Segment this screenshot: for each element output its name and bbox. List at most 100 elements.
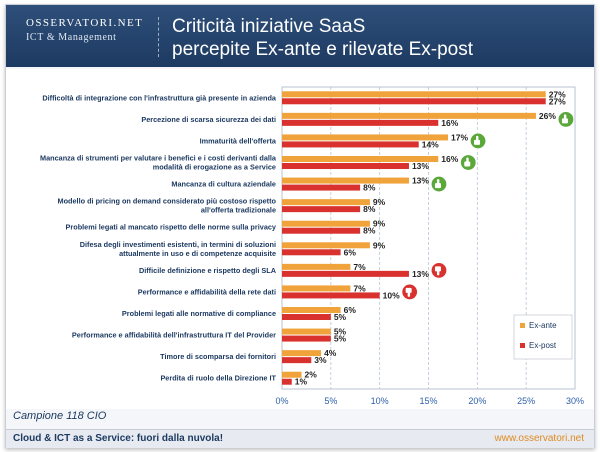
data-label-ex-post: 8% bbox=[363, 204, 376, 214]
data-label-ex-post: 5% bbox=[334, 334, 347, 344]
bar-ex-post bbox=[282, 98, 546, 105]
bar-ex-post bbox=[282, 163, 409, 169]
bar-ex-ante bbox=[282, 156, 439, 162]
bar-ex-ante bbox=[282, 242, 370, 249]
thumb-down-icon bbox=[436, 270, 440, 276]
bar-ex-post bbox=[282, 270, 409, 277]
footer-url[interactable]: www.osservatori.net bbox=[494, 433, 584, 444]
data-label-ex-ante: 9% bbox=[373, 197, 386, 207]
bar-ex-post bbox=[282, 292, 380, 299]
bar-ex-ante bbox=[282, 307, 341, 313]
data-label-ex-post: 13% bbox=[412, 269, 429, 279]
category-label: Percezione di scarsa sicurezza dei dati bbox=[141, 115, 276, 124]
bar-ex-post bbox=[282, 206, 361, 213]
thumb-up-icon bbox=[474, 139, 481, 145]
thumb-up-icon bbox=[436, 179, 440, 185]
bar-ex-post bbox=[282, 141, 419, 148]
category-label: all'offerta tradizionale bbox=[201, 206, 276, 215]
data-label-ex-post: 10% bbox=[383, 290, 400, 300]
data-label-ex-ante: 26% bbox=[539, 111, 556, 121]
data-label-ex-post: 14% bbox=[422, 139, 439, 149]
thumb-up-icon bbox=[563, 114, 567, 120]
thumb-up-icon bbox=[476, 135, 479, 141]
bar-ex-ante bbox=[282, 91, 546, 98]
thumb-up-icon bbox=[561, 118, 568, 124]
category-label: Mancanza di strumenti per valutare i ben… bbox=[40, 154, 277, 163]
bar-ex-post bbox=[282, 335, 331, 342]
slide-title-line2: percepite Ex-ante e rilevate Ex-post bbox=[172, 39, 473, 60]
data-label-ex-ante: 4% bbox=[324, 348, 337, 358]
category-label: Performance e affidabilità dell'infrastr… bbox=[72, 331, 276, 340]
bar-ex-ante bbox=[282, 112, 536, 119]
data-label-ex-post: 5% bbox=[334, 312, 347, 322]
data-label-ex-ante: 9% bbox=[373, 219, 386, 229]
category-label: Mancanza di cultura aziendale bbox=[171, 180, 276, 189]
x-tick-label: 30% bbox=[566, 396, 584, 406]
footer-title: Cloud & ICT as a Service: fuori dalla nu… bbox=[13, 433, 224, 444]
bar-ex-ante bbox=[282, 199, 370, 206]
category-label: Performance e affidabilità della rete da… bbox=[138, 287, 276, 296]
x-tick-label: 10% bbox=[371, 396, 389, 406]
legend-label: Ex-post bbox=[529, 341, 557, 350]
bar-ex-post bbox=[282, 249, 341, 256]
x-tick-label: 20% bbox=[468, 396, 486, 406]
category-label: Modello di pricing on demand considerato… bbox=[57, 197, 276, 206]
data-label-ex-ante: 9% bbox=[373, 240, 386, 250]
data-label-ex-ante: 27% bbox=[549, 89, 566, 99]
data-label-ex-ante: 16% bbox=[441, 154, 458, 164]
data-label-ex-ante: 7% bbox=[353, 262, 366, 272]
category-label: Immaturità dell'offerta bbox=[200, 136, 277, 145]
header-divider bbox=[158, 17, 159, 57]
x-tick-label: 0% bbox=[275, 396, 288, 406]
bar-ex-ante bbox=[282, 177, 409, 184]
category-label: Difesa degli investimenti esistenti, in … bbox=[80, 240, 276, 249]
data-label-ex-ante: 13% bbox=[412, 176, 429, 186]
category-label: Difficoltà di integrazione con l'infrast… bbox=[42, 93, 277, 102]
data-label-ex-post: 27% bbox=[549, 96, 566, 106]
bar-ex-ante bbox=[282, 350, 322, 357]
data-label-ex-post: 8% bbox=[363, 226, 376, 236]
thumb-up-icon bbox=[464, 161, 471, 167]
x-tick-label: 15% bbox=[419, 396, 437, 406]
bar-ex-ante bbox=[282, 328, 331, 335]
sample-note: Campione 118 CIO bbox=[13, 410, 107, 422]
data-label-ex-post: 13% bbox=[412, 161, 429, 171]
category-label: Problemi legati alle normative di compli… bbox=[122, 309, 276, 318]
bar-chart: 0% 5% 10% 15% 20% 25% 30% Difficoltà di integra… bbox=[40, 86, 584, 406]
bar-ex-post bbox=[282, 119, 439, 126]
data-label-ex-post: 3% bbox=[314, 355, 327, 365]
bar-ex-post bbox=[282, 357, 312, 364]
data-label-ex-post: 8% bbox=[363, 183, 376, 193]
slide: OSSERVATORI.NET ICT & Management Critici… bbox=[5, 4, 595, 448]
data-label-ex-ante: 5% bbox=[334, 327, 347, 337]
category-label: attualmente in uso e di competenze acqui… bbox=[119, 249, 276, 258]
thumb-down-icon bbox=[434, 266, 441, 272]
data-label-ex-post: 1% bbox=[295, 377, 308, 387]
bar-ex-post bbox=[282, 184, 361, 191]
data-label-ex-ante: 2% bbox=[305, 370, 318, 380]
bar-ex-ante bbox=[282, 263, 351, 270]
category-label: Timore di scomparsa dei fornitori bbox=[160, 352, 276, 361]
footer-band: Cloud & ICT as a Service: fuori dalla nu… bbox=[6, 429, 594, 448]
bar-ex-ante bbox=[282, 371, 302, 378]
data-label-ex-ante: 7% bbox=[353, 283, 366, 293]
logo-text: OSSERVATORI.NET bbox=[26, 17, 144, 29]
bar-ex-ante bbox=[282, 134, 449, 141]
logo-subtitle: ICT & Management bbox=[26, 32, 117, 43]
header-bar: OSSERVATORI.NET ICT & Management Critici… bbox=[6, 5, 594, 67]
data-label-ex-ante: 17% bbox=[451, 132, 468, 142]
data-label-ex-post: 6% bbox=[344, 247, 357, 257]
category-label: Problemi legati al mancato rispetto dell… bbox=[66, 223, 277, 232]
legend-swatch bbox=[520, 343, 525, 348]
legend-swatch bbox=[520, 323, 525, 328]
data-label-ex-post: 16% bbox=[441, 118, 458, 128]
category-label: modalità di erogazione as a Service bbox=[153, 163, 276, 172]
bar-ex-ante bbox=[282, 285, 351, 292]
bar-ex-ante bbox=[282, 220, 370, 227]
thumb-down-icon bbox=[407, 291, 411, 297]
thumb-up-icon bbox=[466, 157, 469, 163]
bar-ex-post bbox=[282, 314, 331, 320]
x-tick-label: 5% bbox=[324, 396, 337, 406]
bar-ex-post bbox=[282, 227, 361, 234]
chart-panel: 0% 5% 10% 15% 20% 25% 30% Difficoltà di integra… bbox=[6, 69, 594, 409]
